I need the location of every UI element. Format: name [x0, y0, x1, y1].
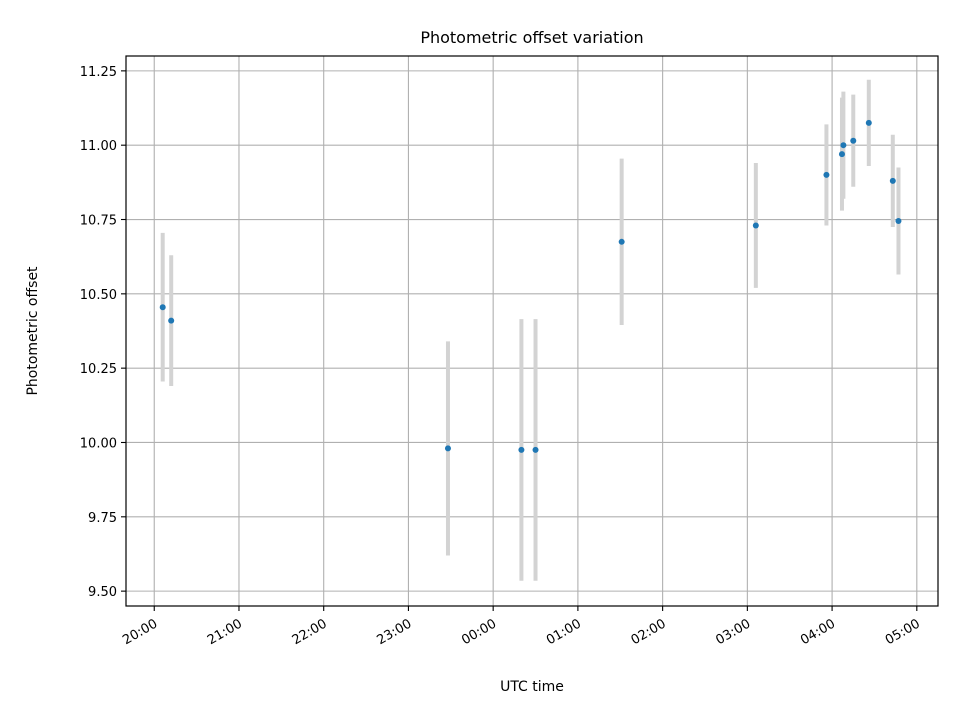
chart-title: Photometric offset variation	[420, 28, 643, 47]
y-tick-label: 10.50	[80, 288, 117, 303]
data-point	[444, 445, 451, 452]
x-tick-label: 20:00	[120, 616, 160, 648]
y-tick-label: 10.25	[80, 362, 117, 377]
data-point	[823, 171, 830, 178]
data-point	[518, 446, 525, 453]
data-point	[889, 177, 896, 184]
errorbar-layer	[160, 79, 901, 581]
data-point	[168, 317, 175, 324]
x-tick-label: 00:00	[459, 616, 499, 648]
x-tick-label: 01:00	[544, 616, 584, 648]
data-point	[850, 137, 857, 144]
y-tick-label: 10.75	[80, 214, 117, 229]
y-tick-label: 9.75	[88, 511, 117, 526]
x-tick-label: 03:00	[713, 616, 753, 648]
data-point	[159, 304, 166, 311]
plot-frame	[125, 55, 939, 607]
y-tick-label: 11.00	[80, 139, 117, 154]
y-tick-label: 10.00	[80, 436, 117, 451]
x-tick-label: 21:00	[205, 616, 245, 648]
x-tick-label: 04:00	[798, 616, 838, 648]
data-point	[618, 238, 625, 245]
data-point	[895, 218, 902, 224]
x-tick-label: 02:00	[629, 616, 669, 648]
data-point	[532, 446, 539, 453]
data-point	[840, 142, 847, 149]
x-tick-label: 22:00	[290, 616, 330, 648]
x-tick-label: 05:00	[883, 616, 923, 648]
data-point	[752, 222, 759, 229]
data-point	[865, 119, 872, 126]
data-point	[838, 151, 845, 158]
tick-layer: 20:00 21:00 22:00 23:00 00:00 01:00 02:00 03:00…	[80, 65, 923, 648]
x-axis-title: UTC time	[500, 679, 564, 695]
point-layer	[159, 119, 902, 453]
y-tick-label: 9.50	[88, 585, 117, 600]
x-tick-label: 23:00	[374, 616, 414, 648]
y-axis-title: Photometric offset	[25, 266, 41, 396]
grid-layer	[126, 56, 938, 606]
y-tick-label: 11.25	[80, 65, 117, 80]
